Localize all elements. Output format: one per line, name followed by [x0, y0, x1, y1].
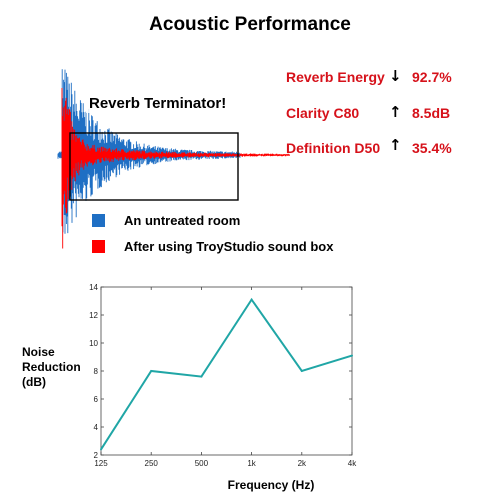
stat-reverb-energy-name: Reverb Energy: [286, 69, 385, 85]
series-line-noise-reduction: [100, 297, 353, 450]
y-tick-label: 4: [94, 423, 99, 432]
data-point: [351, 354, 353, 357]
chart-y-axis-label: Noise Reduction (dB): [22, 345, 81, 390]
y-tick-label: 12: [89, 311, 98, 320]
data-point: [300, 370, 303, 372]
page-title: Acoustic Performance: [149, 14, 351, 35]
y-tick-label: 10: [89, 339, 98, 348]
noise-reduction-chart: 2 4 6 8 10 12 14 125 250 500 1k 2k 4k: [89, 283, 357, 468]
x-tick-label: 2k: [298, 459, 307, 468]
stat-reverb-energy-value: 92.7%: [412, 69, 452, 85]
y-tick-label: 6: [94, 395, 99, 404]
x-tick-label: 250: [145, 459, 159, 468]
stat-definition-value: 35.4%: [412, 140, 452, 156]
waveform-highlight-box: [69, 132, 239, 201]
chart-plot-frame: [100, 286, 353, 456]
y-label-line: Noise: [22, 345, 55, 359]
stat-clarity-arrow: ↑: [389, 103, 402, 121]
reverb-waveform: [57, 69, 290, 249]
chart-x-axis-label: Frequency (Hz): [227, 478, 315, 492]
legend-swatch-treated: [92, 240, 105, 253]
data-point: [150, 370, 153, 372]
x-tick-label: 4k: [348, 459, 357, 468]
legend-label-treated: After using TroyStudio sound box: [124, 239, 334, 254]
data-point: [200, 375, 203, 378]
waveform-callout: Reverb Terminator!: [86, 94, 230, 113]
y-tick-label: 2: [94, 451, 99, 460]
x-tick-label: 125: [94, 459, 108, 468]
y-tick-label: 8: [94, 367, 99, 376]
data-point: [100, 448, 102, 451]
y-label-line: Reduction: [22, 360, 81, 374]
legend-label-untreated: An untreated room: [124, 213, 241, 228]
y-tick-label: 14: [89, 283, 98, 292]
legend-swatch-untreated: [92, 214, 105, 227]
stat-clarity-name: Clarity C80: [286, 105, 360, 121]
stat-definition-name: Definition D50: [286, 140, 381, 156]
x-tick-label: 500: [195, 459, 209, 468]
data-point: [250, 298, 253, 301]
stat-definition-arrow: ↑: [389, 136, 402, 154]
y-label-line: (dB): [22, 375, 46, 389]
x-tick-label: 1k: [247, 459, 256, 468]
stat-clarity-value: 8.5dB: [412, 105, 451, 121]
stat-reverb-energy-arrow: ↓: [389, 67, 402, 85]
